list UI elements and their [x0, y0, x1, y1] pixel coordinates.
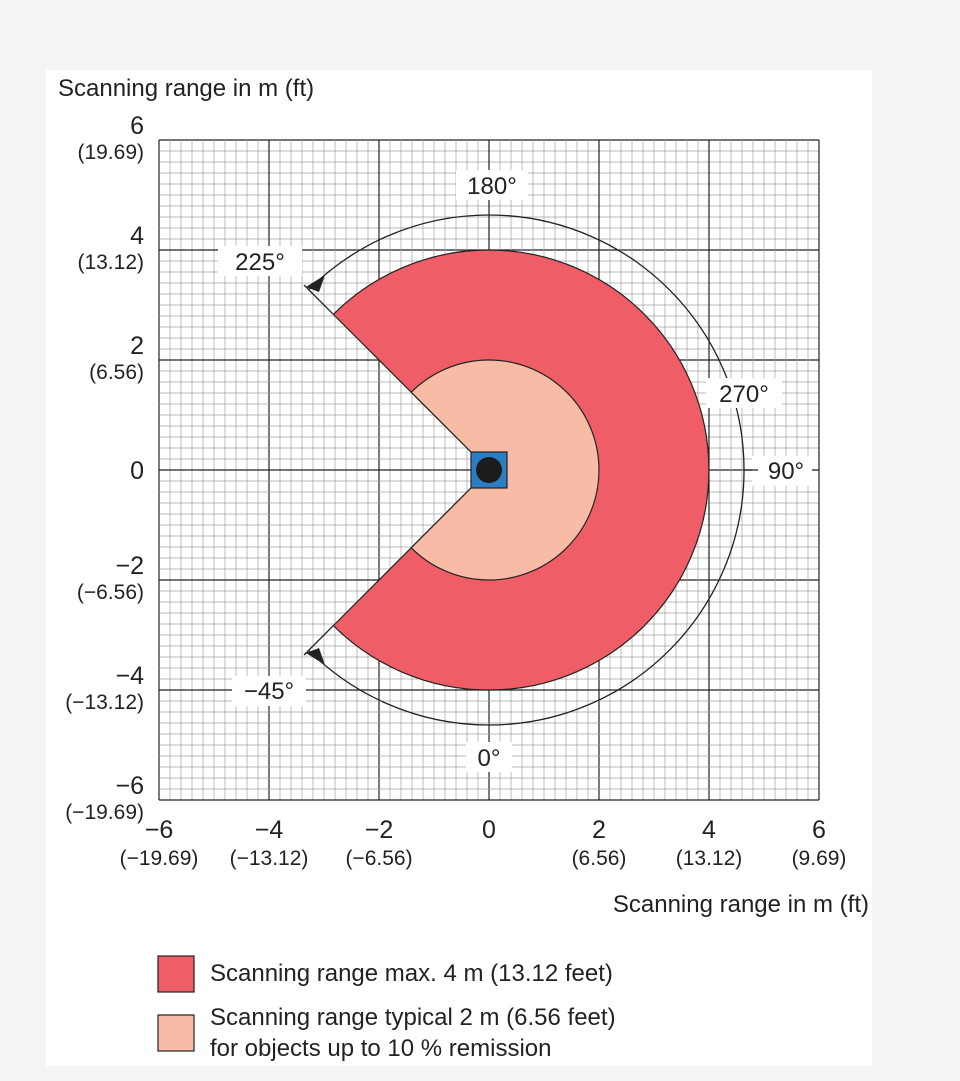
angle-label-minus45: −45°: [244, 678, 294, 705]
y-tick-label-ft: (13.12): [77, 251, 144, 274]
legend-swatch-typical: [157, 1014, 195, 1052]
y-tick-label: 2: [130, 332, 144, 360]
y-tick-label: −6: [115, 772, 144, 800]
x-tick-label: 4: [702, 816, 716, 844]
y-tick-label-ft: (−13.12): [65, 691, 144, 714]
scanning-range-diagram: 180° 225° 270° 90° −45° 0° Scanning rang…: [58, 75, 869, 1062]
x-tick-label-ft: (6.56): [572, 847, 627, 870]
legend: Scanning range max. 4 m (13.12 feet) Sca…: [157, 955, 616, 1062]
x-tick-label-ft: (−13.12): [230, 847, 309, 870]
legend-label-max: Scanning range max. 4 m (13.12 feet): [210, 960, 613, 987]
arrowhead-minus45-icon: [306, 648, 325, 665]
x-tick-label: −2: [365, 816, 394, 844]
boundary-line-225: [303, 284, 334, 315]
y-tick-label: 0: [130, 457, 144, 485]
boundary-line-minus45: [303, 625, 334, 656]
sensor-icon: [470, 451, 508, 489]
x-tick-label-ft: (−19.69): [120, 847, 199, 870]
angle-label-225: 225°: [235, 249, 285, 276]
y-axis-ticks: 6(19.69) 4(13.12) 2(6.56) 0 −2(−6.56) −4(−13.…: [65, 112, 144, 824]
x-axis-title: Scanning range in m (ft): [613, 891, 869, 918]
y-tick-label-ft: (6.56): [89, 361, 144, 384]
y-tick-label: 6: [130, 112, 144, 140]
angle-label-0: 0°: [478, 745, 501, 772]
y-tick-label-ft: (−6.56): [77, 581, 144, 604]
legend-swatch-max: [157, 955, 195, 993]
x-tick-label: 6: [812, 816, 826, 844]
scan-angle-arc: [308, 214, 745, 726]
y-tick-label-ft: (−19.69): [65, 801, 144, 824]
x-tick-label-ft: (13.12): [676, 847, 743, 870]
angle-label-90: 90°: [768, 458, 804, 485]
legend-label-typical-line2: for objects up to 10 % remission: [210, 1035, 552, 1062]
x-tick-label-ft: (−6.56): [345, 847, 412, 870]
scanning-range-figure: 180° 225° 270° 90° −45° 0° Scanning rang…: [46, 70, 872, 1066]
y-axis-title: Scanning range in m (ft): [58, 75, 314, 102]
legend-label-typical-line1: Scanning range typical 2 m (6.56 feet): [210, 1004, 616, 1031]
arrowhead-225-icon: [306, 275, 325, 292]
angle-label-180: 180°: [467, 173, 517, 200]
x-tick-label: 0: [482, 816, 496, 844]
x-axis-ticks: −6 (−19.69) −4 (−13.12) −2 (−6.56) 0 2 (6.56) 4 (1…: [120, 816, 847, 870]
y-tick-label: −2: [115, 552, 144, 580]
x-tick-label-ft: (9.69): [792, 847, 847, 870]
y-tick-label: 4: [130, 222, 144, 250]
y-tick-label: −4: [115, 662, 144, 690]
angle-label-270: 270°: [719, 381, 769, 408]
y-tick-label-ft: (19.69): [77, 141, 144, 164]
x-tick-label: 2: [592, 816, 606, 844]
x-tick-label: −6: [145, 816, 174, 844]
x-tick-label: −4: [255, 816, 284, 844]
